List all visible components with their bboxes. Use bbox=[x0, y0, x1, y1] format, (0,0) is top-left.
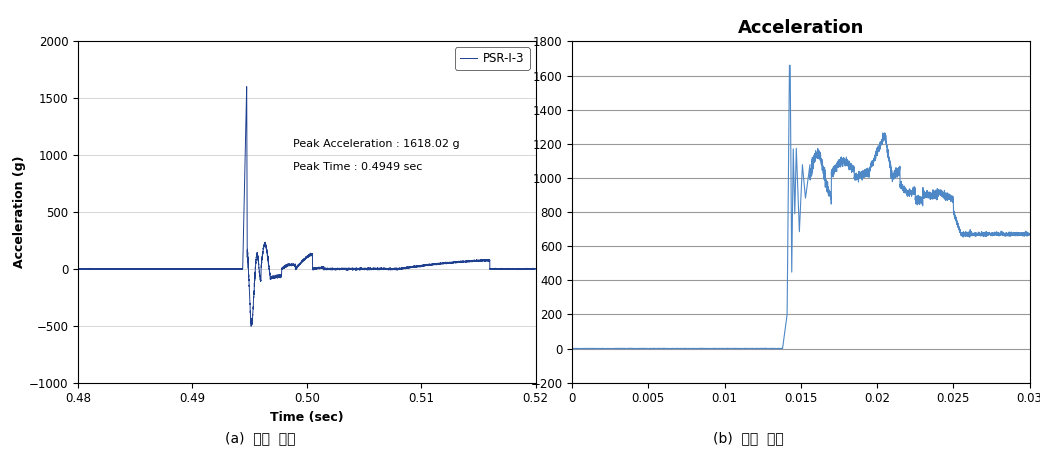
Title: Acceleration: Acceleration bbox=[737, 19, 864, 37]
Acceleration bbox=[566, 346, 578, 351]
Legend: PSR-I-3: PSR-I-3 bbox=[456, 47, 529, 70]
Acceleration bbox=[771, 346, 783, 351]
Acceleration bbox=[677, 346, 690, 351]
Line: PSR-I-3: PSR-I-3 bbox=[78, 87, 536, 326]
Acceleration bbox=[675, 346, 687, 351]
Acceleration bbox=[783, 63, 796, 68]
PSR-I-3 bbox=[95, 266, 107, 272]
Acceleration bbox=[738, 346, 751, 351]
PSR-I-3 bbox=[411, 263, 423, 269]
PSR-I-3 bbox=[72, 266, 84, 272]
PSR-I-3 bbox=[240, 84, 253, 89]
PSR-I-3 bbox=[436, 261, 448, 266]
Text: Peak Acceleration : 1618.02 g: Peak Acceleration : 1618.02 g bbox=[293, 139, 460, 149]
Text: (a)  실험  결과: (a) 실험 결과 bbox=[225, 431, 295, 445]
Acceleration bbox=[1023, 232, 1036, 237]
Line: Acceleration: Acceleration bbox=[572, 65, 1030, 349]
PSR-I-3 bbox=[244, 324, 257, 329]
PSR-I-3 bbox=[529, 266, 542, 272]
Acceleration bbox=[695, 346, 707, 352]
Text: (b)  해석  결과: (b) 해석 결과 bbox=[713, 431, 784, 445]
PSR-I-3 bbox=[237, 225, 250, 230]
PSR-I-3 bbox=[342, 265, 355, 271]
X-axis label: Time (sec): Time (sec) bbox=[270, 411, 343, 424]
Text: Peak Time : 0.4949 sec: Peak Time : 0.4949 sec bbox=[293, 162, 422, 172]
Y-axis label: Acceleration (g): Acceleration (g) bbox=[12, 156, 26, 268]
Acceleration bbox=[1020, 230, 1033, 236]
PSR-I-3 bbox=[363, 266, 375, 272]
Acceleration bbox=[672, 346, 684, 351]
